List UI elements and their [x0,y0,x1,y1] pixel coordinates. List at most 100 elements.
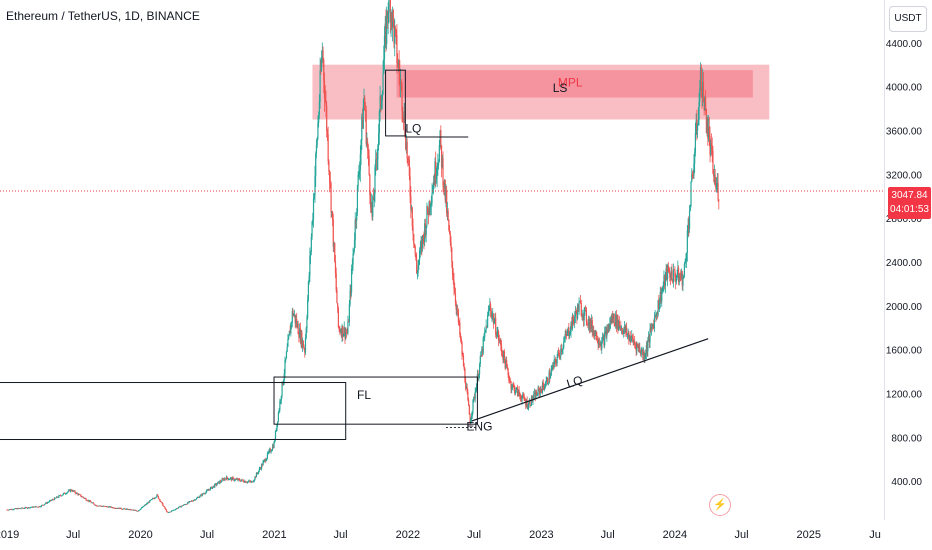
candle-body [484,331,486,338]
candle-body [348,303,350,323]
candle-body [481,348,483,357]
candle-body [626,327,628,335]
x-tick-label: Jul [200,529,214,541]
candle-body [160,501,162,503]
candle-body [23,508,25,509]
candle-body [434,161,436,185]
candle-body [130,509,132,511]
candle-body [440,145,443,168]
candle-body [265,460,267,462]
candle-body [76,492,78,494]
candle-body [211,486,213,489]
candle-body [568,334,571,336]
candle-body [61,494,64,496]
candle-body [596,331,598,341]
candle-body [134,510,136,511]
candle-body [519,395,522,399]
candle-body [621,327,623,332]
candle-body [432,181,435,190]
candle-body [56,496,58,498]
annotation-label-mpl: MPL [558,76,583,90]
candle-body [163,506,165,507]
candle-body [137,510,139,512]
candle-body [159,499,161,502]
candle-body [601,337,604,342]
candle-body [659,292,661,304]
candle-body [405,142,408,149]
candle-body [299,328,301,343]
candle-body [241,479,243,481]
candle-body [199,495,201,497]
candle-body [650,326,653,330]
candle-body [666,268,668,280]
candle-body [590,319,592,329]
candle-body [628,336,631,341]
candle-body [498,340,500,342]
candle-body [421,235,424,249]
candle-body [293,314,295,316]
candle-body [427,206,429,214]
candle-body [73,490,75,492]
candle-body [121,508,123,510]
candle-body [222,478,224,480]
candle-body [560,348,563,353]
candle-body [517,389,519,396]
currency-button[interactable]: USDT [889,6,927,32]
candle-body [135,510,138,512]
candle-body [469,414,471,424]
candle-body [441,158,443,168]
candle-body [465,381,467,389]
candle-body [447,210,449,220]
candle-body [559,356,561,357]
candle-body [596,340,598,342]
candle-body [426,206,428,226]
candle-body [547,378,549,384]
candle-body [693,163,695,177]
candle-body [361,116,363,141]
candle-body [160,501,162,502]
candle-body [353,240,356,249]
candle-body [694,133,697,153]
candle-body [413,234,415,244]
candle-body [334,243,336,262]
candle-body [218,481,220,484]
candle-body [152,498,154,500]
candle-body [394,27,397,31]
candle-body [371,202,373,217]
candle-body [429,204,432,209]
candle-body [274,440,276,443]
candle-body [631,335,634,339]
candle-body [641,349,643,352]
y-tick-label: 2000.00 [886,302,923,313]
candle-body [23,508,26,509]
candle-body [328,160,330,172]
candle-body [625,327,627,333]
candle-body [691,174,693,182]
candle-body [536,395,538,396]
candle-body [54,497,56,499]
candle-body [647,341,649,352]
candle-body [620,327,623,330]
candle-body [74,490,76,493]
candle-body [629,336,631,343]
candle-body [667,265,669,280]
candle-body [299,328,301,338]
candle-body [217,482,219,485]
candle-body [497,331,499,333]
candle-body [246,482,248,484]
candle-body [653,317,656,329]
candle-body [287,339,289,347]
candle-body [7,509,10,511]
candle-body [364,97,366,110]
candle-body [688,224,690,229]
candle-body [305,328,307,339]
candle-body [663,275,665,286]
lightning-icon[interactable]: ⚡ [709,494,731,516]
candle-body [446,191,448,214]
candle-body [713,174,716,177]
candle-body [260,468,262,470]
candle-body [563,341,565,348]
x-tick-label: 2023 [529,529,553,541]
candle-body [113,508,116,509]
